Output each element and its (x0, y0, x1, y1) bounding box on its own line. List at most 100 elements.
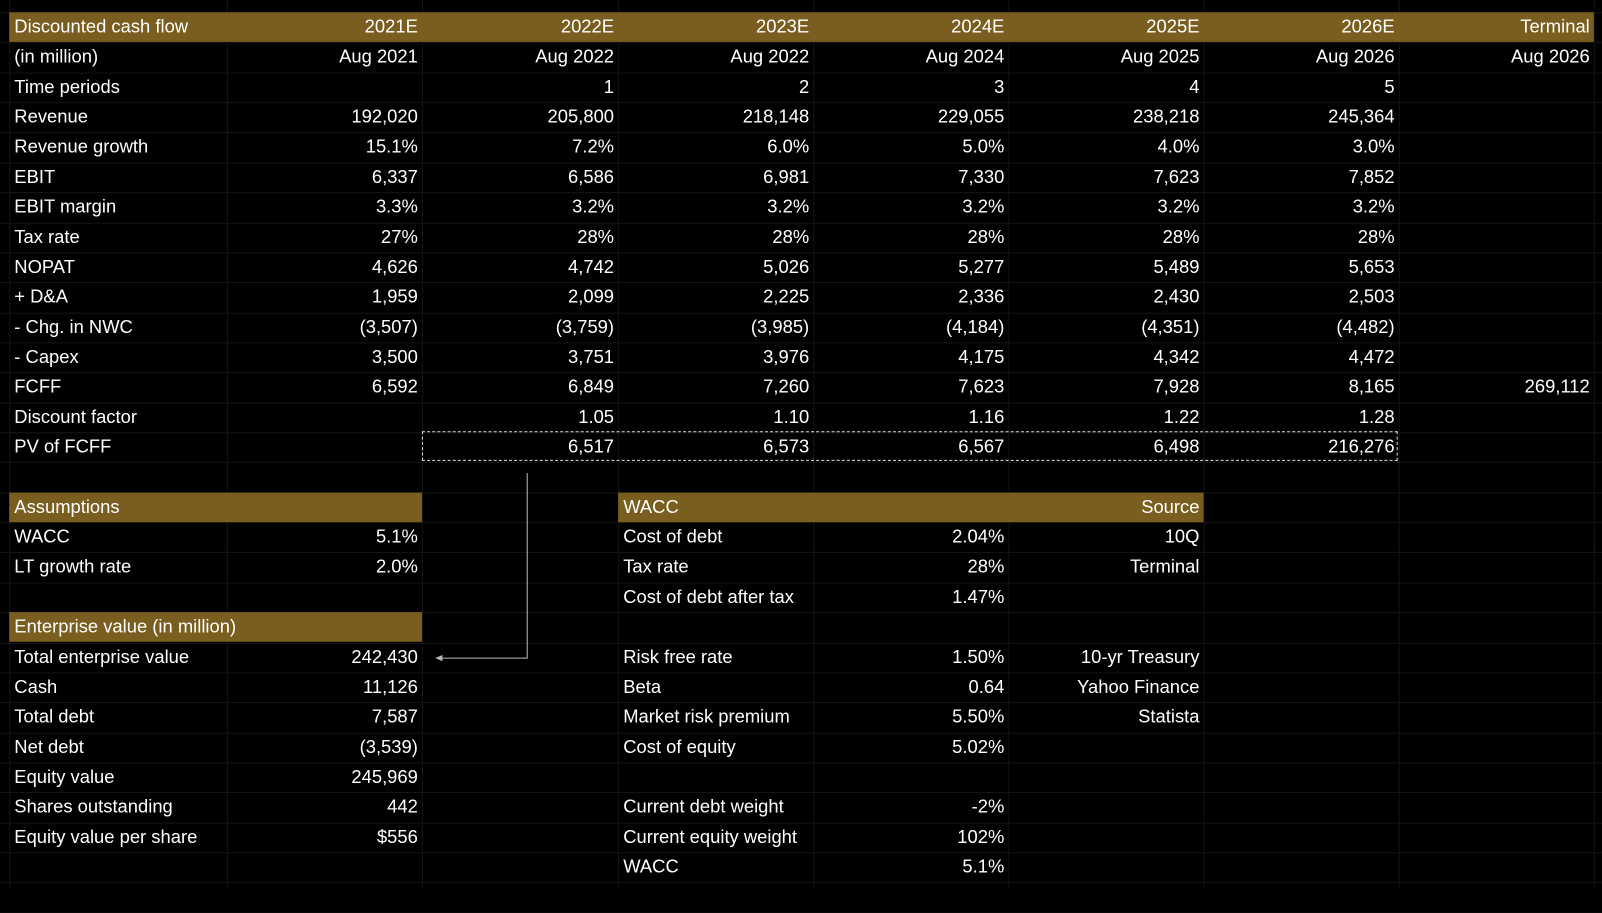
wacc-value[interactable]: 1.50% (952, 646, 1005, 667)
value-cell[interactable]: 6,573 (763, 436, 810, 457)
value-cell[interactable]: 1.28 (1358, 406, 1395, 427)
row-label[interactable]: (in million) (14, 46, 99, 67)
wacc-source[interactable]: Yahoo Finance (1077, 676, 1200, 697)
value-cell[interactable]: Aug 2021 (339, 46, 418, 67)
value-cell[interactable]: 5,026 (763, 256, 810, 277)
value-cell[interactable]: 4.0% (1157, 136, 1200, 157)
value-cell[interactable]: 5.0% (962, 136, 1005, 157)
wacc-label[interactable]: WACC (623, 856, 679, 877)
row-label[interactable]: EBIT margin (14, 196, 117, 217)
value-cell[interactable]: (4,351) (1141, 316, 1200, 337)
ev-label[interactable]: Total enterprise value (14, 646, 190, 667)
wacc-value[interactable]: -2% (971, 796, 1005, 817)
wacc-label[interactable]: Market risk premium (623, 706, 790, 727)
value-cell[interactable]: 7,623 (958, 376, 1005, 397)
value-cell[interactable]: 4 (1189, 76, 1200, 97)
value-cell[interactable]: 269,112 (1524, 376, 1590, 397)
value-cell[interactable]: 229,055 (937, 106, 1005, 127)
value-cell[interactable]: 15.1% (365, 136, 418, 157)
row-label[interactable]: + D&A (14, 286, 68, 307)
value-cell[interactable]: 8,165 (1348, 376, 1395, 397)
value-cell[interactable]: 27% (381, 226, 418, 247)
value-cell[interactable]: 7,260 (763, 376, 810, 397)
value-cell[interactable]: Aug 2022 (535, 46, 615, 67)
value-cell[interactable]: 7,852 (1348, 166, 1395, 187)
value-cell[interactable]: 28% (577, 226, 615, 247)
value-cell[interactable]: 6,498 (1153, 436, 1200, 457)
value-cell[interactable]: 192,020 (351, 106, 418, 127)
assumption-label[interactable]: LT growth rate (14, 556, 132, 577)
value-cell[interactable]: 2,430 (1153, 286, 1200, 307)
value-cell[interactable]: 4,472 (1348, 346, 1395, 367)
row-label[interactable]: EBIT (14, 166, 56, 187)
wacc-value[interactable]: 28% (967, 556, 1005, 577)
value-cell[interactable]: 3.2% (572, 196, 615, 217)
value-cell[interactable]: 3.2% (962, 196, 1005, 217)
ev-value[interactable]: 7,587 (371, 706, 418, 727)
ev-label[interactable]: Cash (14, 676, 58, 697)
value-cell[interactable]: 5,653 (1348, 256, 1395, 277)
value-cell[interactable]: 1.16 (968, 406, 1005, 427)
value-cell[interactable]: 2 (798, 76, 810, 97)
value-cell[interactable]: 6,337 (371, 166, 418, 187)
value-cell[interactable]: 238,218 (1132, 106, 1200, 127)
dcf-year-header[interactable]: 2023E (755, 16, 810, 37)
wacc-source[interactable]: Terminal (1129, 556, 1200, 577)
value-cell[interactable]: 2,336 (958, 286, 1005, 307)
value-cell[interactable]: 6,567 (958, 436, 1005, 457)
row-label[interactable]: Tax rate (14, 226, 80, 247)
value-cell[interactable]: (3,985) (750, 316, 810, 337)
value-cell[interactable]: 6,517 (568, 436, 615, 457)
assumption-value[interactable]: 2.0% (375, 556, 418, 577)
value-cell[interactable]: 4,742 (568, 256, 615, 277)
value-cell[interactable]: 245,364 (1328, 106, 1395, 127)
value-cell[interactable]: 28% (1357, 226, 1395, 247)
value-cell[interactable]: 3.0% (1352, 136, 1395, 157)
value-cell[interactable]: 2,503 (1348, 286, 1395, 307)
ev-label[interactable]: Net debt (14, 736, 84, 757)
value-cell[interactable]: 3,976 (763, 346, 810, 367)
value-cell[interactable]: (4,184) (946, 316, 1005, 337)
wacc-source-header[interactable]: Source (1141, 496, 1200, 517)
row-label[interactable]: FCFF (14, 376, 62, 397)
value-cell[interactable]: 3 (994, 76, 1005, 97)
ev-value[interactable]: 11,126 (362, 676, 418, 697)
dcf-year-header[interactable]: Terminal (1520, 16, 1590, 37)
wacc-source[interactable]: Statista (1138, 706, 1200, 727)
wacc-value[interactable]: 5.1% (962, 856, 1005, 877)
value-cell[interactable]: 7,623 (1153, 166, 1200, 187)
wacc-label[interactable]: Tax rate (623, 556, 689, 577)
row-label[interactable]: PV of FCFF (14, 436, 112, 457)
value-cell[interactable]: 5,277 (958, 256, 1005, 277)
value-cell[interactable]: (4,482) (1336, 316, 1395, 337)
ev-value[interactable]: 442 (387, 796, 418, 817)
value-cell[interactable]: 4,626 (371, 256, 418, 277)
value-cell[interactable]: 5,489 (1153, 256, 1200, 277)
wacc-source[interactable]: 10-yr Treasury (1080, 646, 1200, 667)
value-cell[interactable]: 216,276 (1328, 436, 1395, 457)
value-cell[interactable]: 1.10 (773, 406, 810, 427)
ev-value[interactable]: (3,539) (359, 736, 418, 757)
value-cell[interactable]: 1.05 (578, 406, 615, 427)
ev-value[interactable]: $556 (376, 826, 418, 847)
value-cell[interactable]: 7,928 (1153, 376, 1200, 397)
row-label[interactable]: Revenue (14, 106, 88, 127)
dcf-year-header[interactable]: 2024E (951, 16, 1005, 37)
wacc-value[interactable]: 102% (957, 826, 1005, 847)
wacc-value[interactable]: 5.50% (952, 706, 1005, 727)
value-cell[interactable]: 6.0% (767, 136, 810, 157)
value-cell[interactable]: 3.2% (1352, 196, 1395, 217)
wacc-label[interactable]: Risk free rate (623, 646, 733, 667)
value-cell[interactable]: 28% (772, 226, 810, 247)
ev-value[interactable]: 242,430 (351, 646, 418, 667)
dcf-year-header[interactable]: 2026E (1341, 16, 1395, 37)
assumption-value[interactable]: 5.1% (375, 526, 418, 547)
assumption-label[interactable]: WACC (14, 526, 70, 547)
ev-title[interactable]: Enterprise value (in million) (14, 616, 237, 637)
ev-label[interactable]: Equity value per share (14, 826, 198, 847)
value-cell[interactable]: (3,507) (359, 316, 418, 337)
wacc-source[interactable]: 10Q (1164, 526, 1200, 547)
value-cell[interactable]: 2,099 (568, 286, 615, 307)
wacc-label[interactable]: Cost of debt after tax (623, 586, 794, 607)
